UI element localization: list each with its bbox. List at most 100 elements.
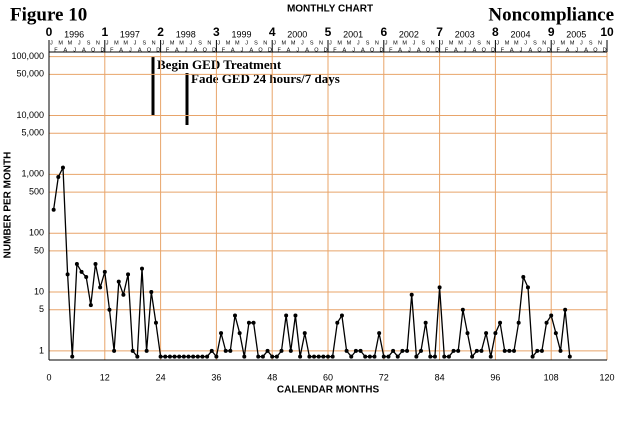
month-letter: J: [580, 40, 583, 46]
data-point: [51, 207, 56, 212]
y-tick-label: 100: [29, 228, 44, 238]
data-point: [321, 354, 326, 359]
data-point: [74, 261, 79, 266]
month-letter: A: [398, 47, 402, 53]
month-letter: S: [366, 40, 370, 46]
data-point: [465, 331, 470, 336]
y-tick-label: 100,000: [11, 51, 44, 61]
month-letter: F: [54, 47, 58, 53]
top-tick-label: 9: [548, 25, 555, 39]
month-letter: F: [110, 47, 114, 53]
data-point: [446, 354, 451, 359]
year-label: 2003: [455, 29, 475, 39]
data-point: [316, 354, 321, 359]
month-letter: D: [100, 47, 104, 53]
month-letter: J: [385, 40, 388, 46]
month-letter: J: [408, 47, 411, 53]
month-letter: M: [393, 40, 398, 46]
data-point: [349, 354, 354, 359]
chart-title: Figure 10: [10, 4, 87, 25]
month-letter: S: [310, 40, 314, 46]
y-tick-label: 5,000: [21, 128, 44, 138]
x-axis-label: CALENDAR MONTHS: [277, 385, 380, 396]
month-letter: J: [245, 40, 248, 46]
data-point: [474, 348, 479, 353]
data-point: [432, 354, 437, 359]
month-letter: A: [249, 47, 253, 53]
data-point: [158, 354, 163, 359]
month-letter: F: [445, 47, 449, 53]
month-letter: J: [129, 47, 132, 53]
month-letter: S: [589, 40, 593, 46]
data-point: [93, 261, 98, 266]
x-tick-label: 84: [435, 372, 445, 382]
data-point: [335, 320, 340, 325]
month-letter: M: [179, 40, 184, 46]
data-point: [167, 354, 172, 359]
data-point: [228, 348, 233, 353]
data-point: [549, 313, 554, 318]
month-letter: F: [556, 47, 560, 53]
data-point: [121, 292, 126, 297]
month-letter: D: [603, 47, 607, 53]
data-point: [102, 269, 107, 274]
month-letter: N: [319, 40, 323, 46]
month-letter: M: [505, 40, 510, 46]
data-point: [358, 348, 363, 353]
top-tick-label: 6: [380, 25, 387, 39]
data-point: [525, 285, 530, 290]
top-tick-label: 10: [600, 25, 614, 39]
data-point: [274, 354, 279, 359]
month-letter: O: [426, 47, 431, 53]
y-tick-label: 1: [39, 345, 44, 355]
data-point: [107, 307, 112, 312]
data-point: [391, 348, 396, 353]
month-letter: J: [241, 47, 244, 53]
data-point: [140, 266, 144, 271]
data-point: [339, 313, 344, 318]
month-letter: M: [347, 40, 352, 46]
data-point: [507, 348, 512, 353]
data-point: [70, 354, 75, 359]
data-point: [563, 307, 568, 312]
x-tick-label: 48: [267, 372, 277, 382]
data-point: [451, 348, 456, 353]
data-point: [79, 269, 84, 274]
data-point: [88, 303, 93, 308]
data-point: [535, 348, 540, 353]
month-letter: A: [119, 47, 123, 53]
data-point: [130, 348, 135, 353]
data-point: [219, 331, 224, 336]
month-letter: A: [138, 47, 142, 53]
month-letter: O: [203, 47, 208, 53]
month-letter: J: [134, 40, 137, 46]
month-letter: J: [301, 40, 304, 46]
month-letter: J: [78, 40, 81, 46]
data-point: [428, 354, 433, 359]
month-letter: D: [268, 47, 272, 53]
month-letter: J: [50, 40, 53, 46]
month-letter: N: [207, 40, 211, 46]
month-letter: D: [212, 47, 216, 53]
data-point: [195, 354, 200, 359]
month-letter: S: [142, 40, 146, 46]
behavior-label: Noncompliance: [488, 4, 614, 25]
month-letter: S: [87, 40, 91, 46]
month-letter: A: [175, 47, 179, 53]
data-point: [409, 292, 414, 297]
data-point: [186, 354, 191, 359]
month-letter: J: [296, 47, 299, 53]
data-point: [200, 354, 205, 359]
data-point: [544, 320, 549, 325]
month-letter: O: [91, 47, 96, 53]
month-letter: A: [361, 47, 365, 53]
x-tick-label: 0: [46, 372, 51, 382]
month-letter: M: [291, 40, 296, 46]
y-tick-label: 10,000: [16, 110, 44, 120]
data-point: [237, 331, 242, 336]
month-letter: J: [496, 40, 499, 46]
month-letter: N: [263, 40, 267, 46]
top-tick-label: 3: [213, 25, 220, 39]
month-letter: J: [73, 47, 76, 53]
